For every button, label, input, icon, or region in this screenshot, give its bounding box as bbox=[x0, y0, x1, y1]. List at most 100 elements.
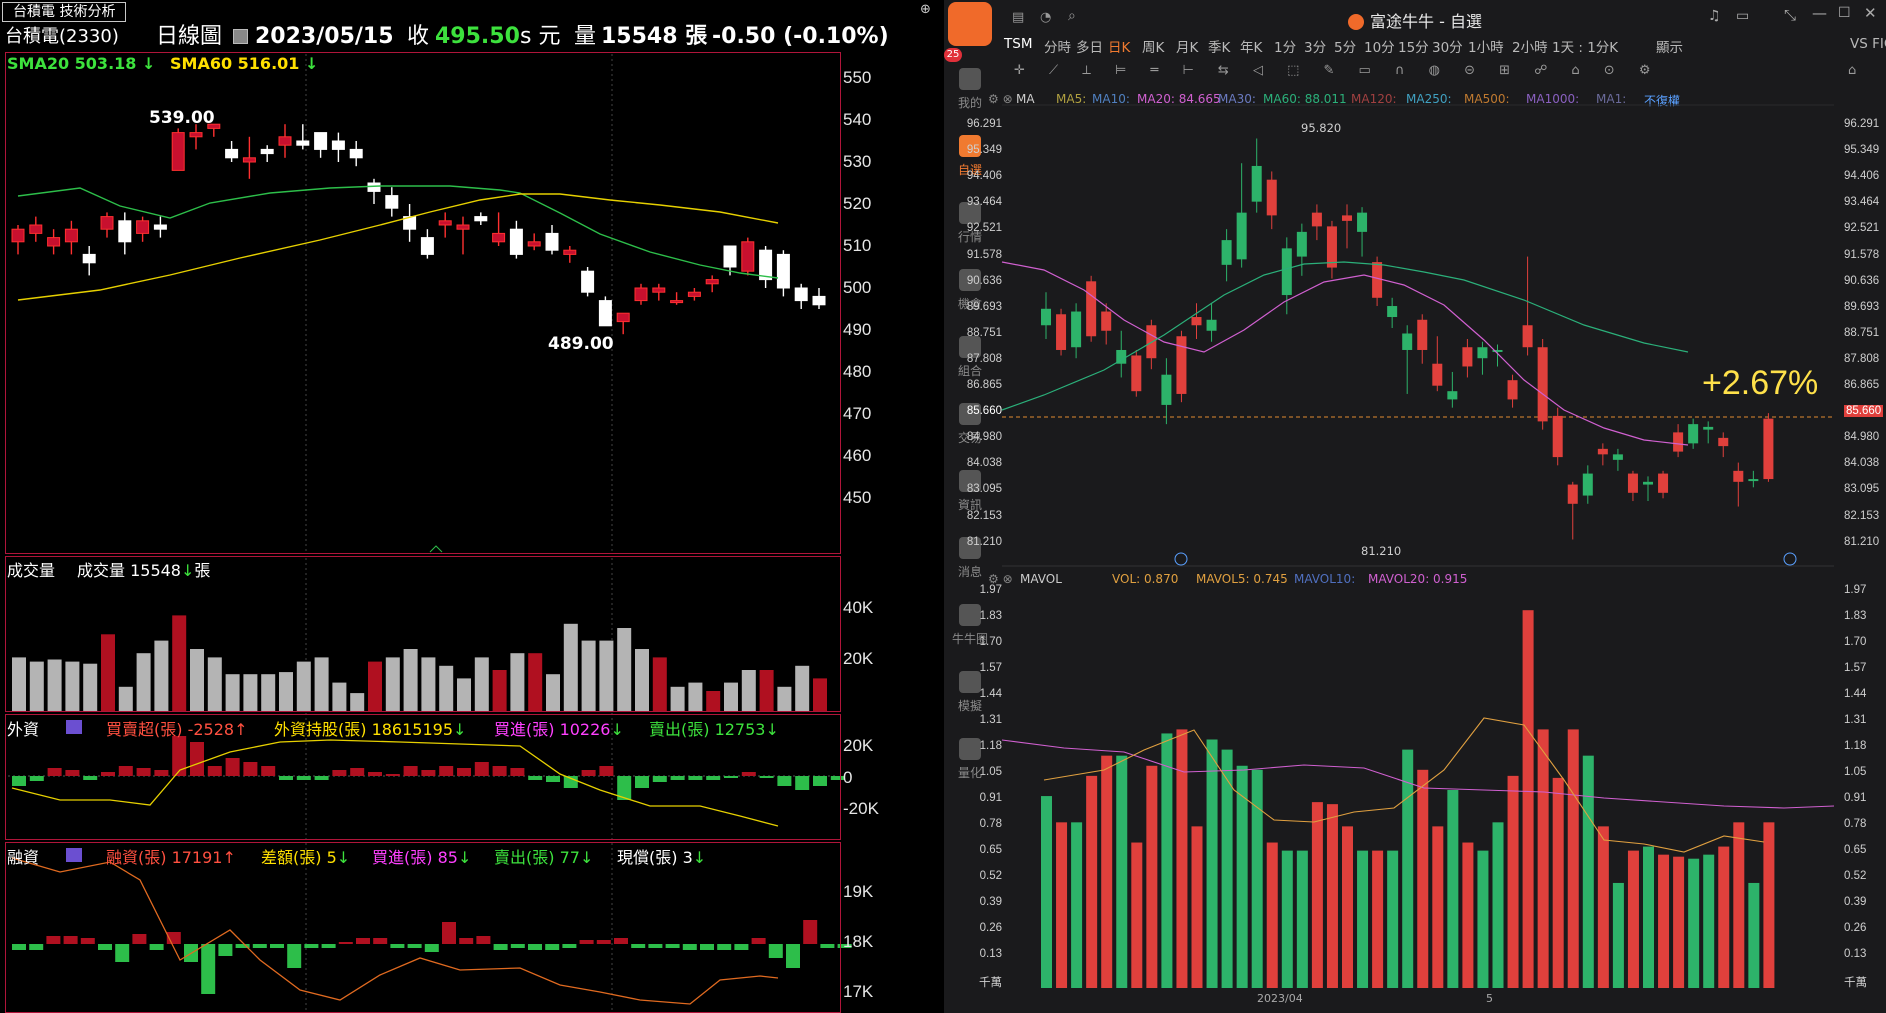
sidebar-item[interactable]: 我的 bbox=[944, 68, 996, 111]
window-title: 富途牛牛 - 自選 bbox=[944, 8, 1886, 32]
timeframe-tab[interactable]: 30分 bbox=[1432, 40, 1463, 56]
price-tick-left: 94.406 bbox=[966, 170, 1002, 183]
candle-body bbox=[420, 237, 434, 255]
menu-icon[interactable]: ▤ bbox=[1012, 10, 1025, 25]
list-icon-2[interactable] bbox=[66, 848, 82, 862]
timeframe-tab[interactable]: 1天 : 1分K bbox=[1552, 40, 1619, 56]
timeframe-tab[interactable]: 日K bbox=[1108, 40, 1131, 56]
price-axis-label: 450 bbox=[843, 488, 872, 507]
margin-sell: 賣出(張) 77↓ bbox=[494, 848, 594, 867]
candle-body bbox=[1176, 336, 1187, 394]
candle-body bbox=[1056, 314, 1067, 350]
candle-body bbox=[670, 300, 684, 304]
volume-bar bbox=[759, 670, 774, 712]
candle-body bbox=[687, 291, 701, 297]
mavol-label[interactable]: MAVOL bbox=[1020, 572, 1062, 586]
sidebar-item[interactable]: 量化 bbox=[944, 738, 996, 781]
volume-bar bbox=[225, 674, 240, 712]
foreign-axis-neg20k: -20K bbox=[843, 799, 879, 818]
app-icon bbox=[1348, 14, 1365, 30]
timeframe-tab[interactable]: 5分 bbox=[1334, 40, 1357, 56]
marker-triangle bbox=[429, 545, 443, 553]
vol-tick-right: 0.13 bbox=[1844, 948, 1867, 960]
candle-body bbox=[296, 140, 310, 146]
sidebar-item[interactable]: 模擬 bbox=[944, 671, 996, 714]
headset-icon[interactable]: ♫ bbox=[1708, 8, 1721, 24]
list-icon[interactable] bbox=[66, 720, 82, 734]
candle-body bbox=[1763, 418, 1774, 480]
sidebar-item[interactable]: 交易 bbox=[944, 403, 996, 446]
volume-bar bbox=[1447, 790, 1459, 988]
candle-body bbox=[474, 216, 488, 222]
ma60-line bbox=[1001, 261, 1689, 411]
margin-axis-19k: 19K bbox=[843, 882, 874, 901]
bell-icon[interactable]: ◔ bbox=[1040, 10, 1052, 25]
sidebar-item[interactable]: 行情 bbox=[944, 202, 996, 245]
search-icon[interactable]: ⌕ bbox=[1068, 8, 1076, 24]
zoom-icon[interactable]: ⊕ bbox=[920, 2, 931, 17]
timeframe-tab[interactable]: 年K bbox=[1240, 40, 1263, 56]
ma-label[interactable]: MA bbox=[1016, 92, 1035, 106]
sidebar-item[interactable]: 自選 bbox=[944, 135, 996, 178]
timeframe-tab[interactable]: 1小時 bbox=[1468, 40, 1504, 56]
timeframe-tab[interactable]: 3分 bbox=[1304, 40, 1327, 56]
drawing-toolbar[interactable]: ✛ ⟋ ⟂ ⊨ ═ ⊢ ⇆ ◁ ⬚ ✎ ▭ ∩ ◍ ⊝ ⊞ ☍ ⌂ ⊙ ⚙ bbox=[1014, 63, 1661, 78]
vol-tick-right: 千萬 bbox=[1844, 977, 1867, 989]
timeframe-tab[interactable]: 月K bbox=[1176, 40, 1199, 56]
timeframe-tab[interactable]: 15分 bbox=[1398, 40, 1429, 56]
volume-bar bbox=[1146, 765, 1158, 988]
price-tick-right: 87.808 bbox=[1844, 352, 1880, 365]
timeframe-tab[interactable]: 周K bbox=[1142, 40, 1165, 56]
ma-settings-icon[interactable]: ⚙ ⊗ bbox=[988, 92, 1013, 106]
period-dropdown-icon[interactable] bbox=[233, 29, 248, 44]
sidebar-icon bbox=[959, 671, 981, 693]
candle-body bbox=[1733, 470, 1744, 482]
timeframe-tab[interactable]: 多日 bbox=[1076, 40, 1103, 56]
volume-bar bbox=[403, 649, 418, 712]
volume-bar bbox=[1251, 769, 1263, 988]
close-icon[interactable]: ✕ bbox=[1864, 4, 1877, 22]
timeframe-tab[interactable]: 分時 bbox=[1044, 40, 1071, 56]
foreign-bar bbox=[777, 776, 792, 786]
candle-body bbox=[1718, 437, 1729, 447]
sidebar-item[interactable]: 牛牛圈 bbox=[944, 604, 996, 647]
maximize-icon[interactable]: ☐ bbox=[1838, 5, 1851, 21]
symbol-label[interactable]: TSM bbox=[1004, 36, 1033, 52]
foreign-bar bbox=[546, 776, 560, 782]
lock-icon[interactable]: ⌂ bbox=[1848, 63, 1857, 78]
sidebar-item[interactable]: 資訊 bbox=[944, 470, 996, 513]
vs-label[interactable]: VS FIG bbox=[1850, 36, 1886, 52]
timeframe-tab[interactable]: 10分 bbox=[1364, 40, 1395, 56]
timeframe-tab[interactable]: 季K bbox=[1208, 40, 1231, 56]
volume-bar bbox=[1116, 755, 1128, 988]
timeframe-tab[interactable]: 顯示 bbox=[1656, 40, 1683, 56]
volume-bar bbox=[777, 686, 792, 712]
screen-icon[interactable]: ▭ bbox=[1736, 8, 1750, 24]
sidebar-item[interactable]: 組合 bbox=[944, 336, 996, 379]
volume-bar bbox=[670, 686, 685, 712]
candle-body bbox=[1236, 212, 1247, 260]
timeframe-tab[interactable]: 2小時 bbox=[1512, 40, 1548, 56]
volume-bar bbox=[1432, 826, 1444, 988]
foreign-bar bbox=[47, 768, 62, 776]
volume-bar bbox=[1658, 854, 1670, 988]
price-tick-right: 83.095 bbox=[1844, 483, 1880, 496]
candle-body bbox=[189, 132, 203, 138]
foreign-bar bbox=[65, 770, 80, 776]
sidebar-item[interactable]: 消息 bbox=[944, 537, 996, 580]
volume-bar bbox=[385, 657, 400, 712]
collapse-icon[interactable]: ⤡ bbox=[1784, 6, 1797, 24]
volume-panel-label: 成交量 15548↓張 bbox=[77, 561, 211, 580]
candle-body bbox=[225, 148, 239, 159]
minimize-icon[interactable]: — bbox=[1812, 4, 1827, 22]
mavol5-label: MAVOL5: 0.745 bbox=[1196, 572, 1288, 586]
vol-settings-icon[interactable]: ⚙ ⊗ bbox=[988, 572, 1013, 586]
timeframe-tab[interactable]: 1分 bbox=[1274, 40, 1297, 56]
ma20-line bbox=[1001, 261, 1689, 446]
sidebar-item[interactable]: 機會 bbox=[944, 269, 996, 312]
volume-bar bbox=[296, 661, 311, 712]
window-tab[interactable]: 台積電 技術分析 bbox=[2, 2, 127, 22]
vol-value: VOL: 0.870 bbox=[1112, 572, 1179, 586]
volume-bar bbox=[1748, 882, 1760, 988]
price-tick-right: 85.660 bbox=[1844, 405, 1884, 418]
